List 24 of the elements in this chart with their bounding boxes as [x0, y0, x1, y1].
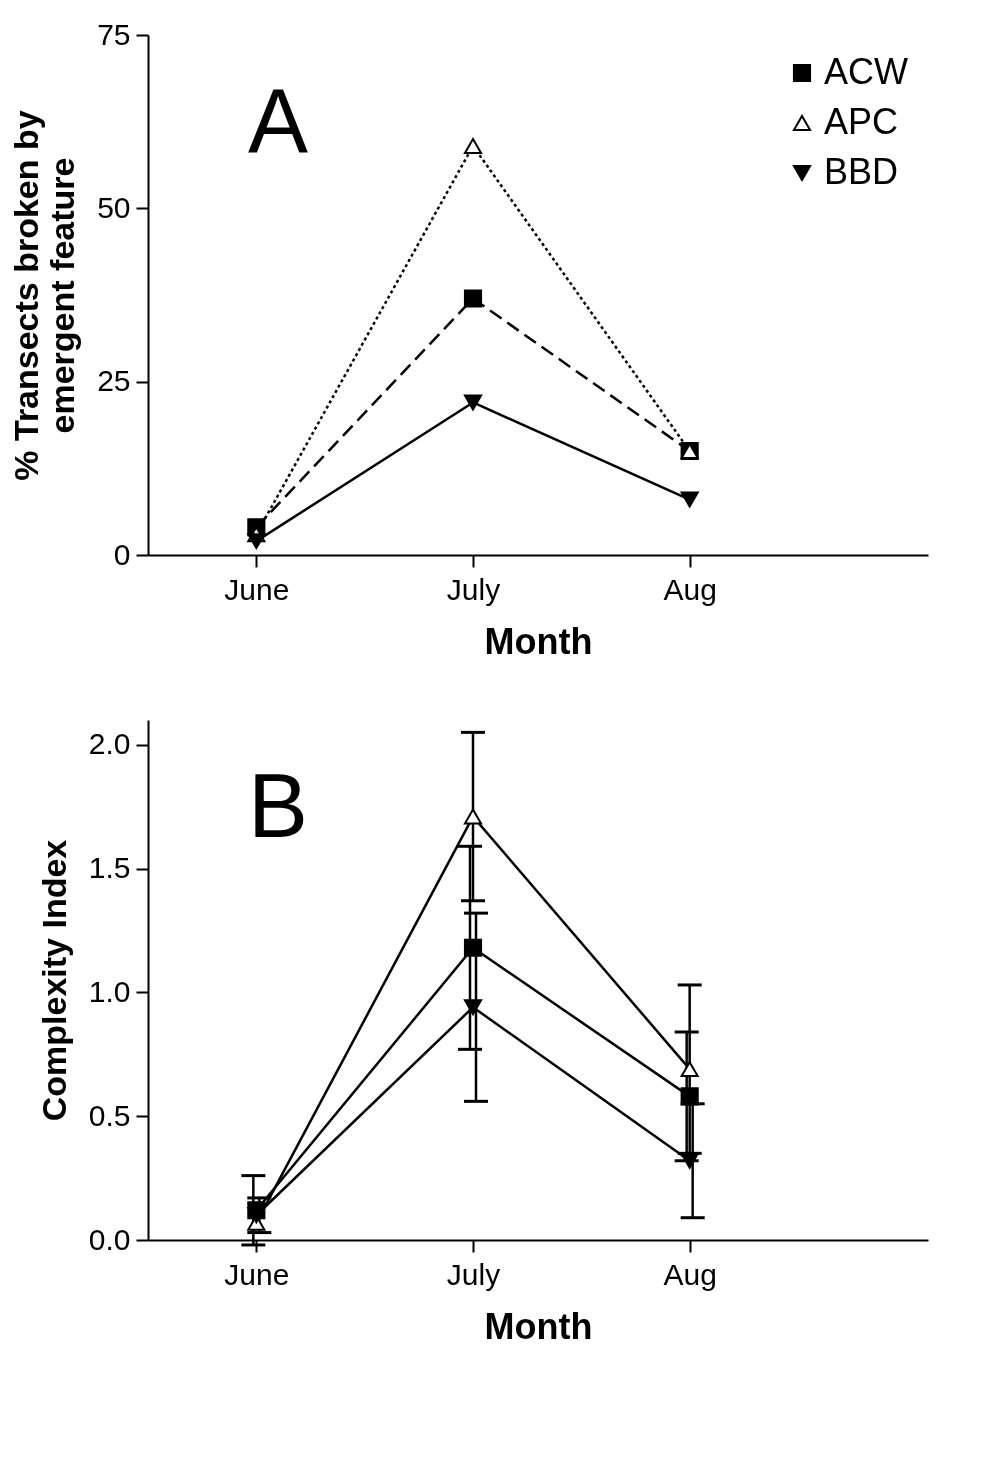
x-tick-label: June [224, 1257, 290, 1291]
y-tick-label: 75 [97, 17, 131, 51]
x-tick-label: Aug [663, 572, 717, 606]
x-tick-label: June [224, 572, 290, 606]
x-tick-label: July [446, 572, 501, 606]
y-axis-title: Complexity Index [34, 839, 73, 1122]
x-axis-title: Month [484, 1305, 593, 1347]
y-tick-label: 1.5 [88, 851, 131, 885]
y-tick-label: 2.0 [88, 727, 131, 761]
legend-label: APC [824, 101, 899, 142]
y-tick-label: 1.0 [88, 974, 131, 1008]
x-tick-label: July [446, 1257, 501, 1291]
annotation: B [248, 756, 309, 856]
y-tick-label: 0 [113, 537, 131, 571]
x-axis-title: Month [484, 620, 593, 662]
y-tick-label: 50 [97, 190, 131, 224]
y-tick-label: 25 [97, 364, 131, 398]
x-tick-label: Aug [663, 1257, 717, 1291]
annotation: A [248, 71, 309, 171]
y-tick-label: 0.5 [88, 1098, 131, 1132]
legend-label: ACW [824, 51, 909, 92]
y-tick-label: 0.0 [88, 1222, 131, 1256]
y-axis-title: % Transects broken by emergent feature [7, 110, 82, 481]
legend-label: BBD [824, 151, 899, 192]
